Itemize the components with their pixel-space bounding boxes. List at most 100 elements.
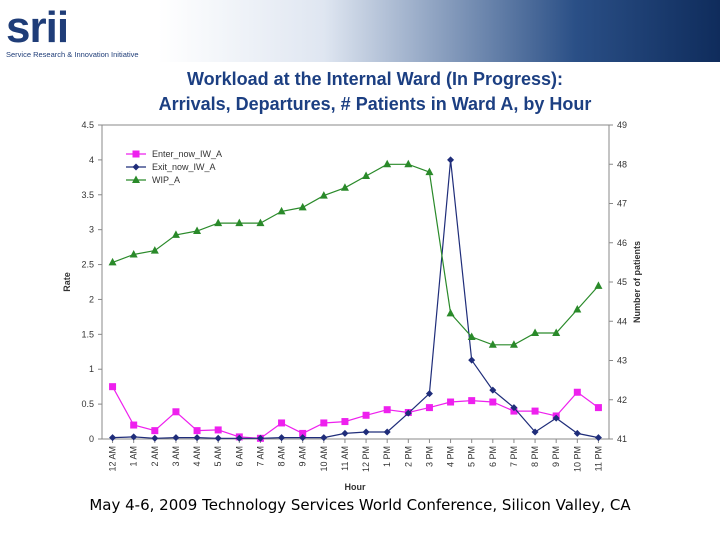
data-point: [383, 428, 391, 436]
data-point: [109, 434, 117, 442]
data-point: [298, 202, 307, 211]
x-tick-label: 12 PM: [361, 446, 371, 472]
data-point: [151, 427, 159, 435]
data-point: [256, 434, 264, 442]
right-axis: 41 42 43 44 45 46 47 48 49: [609, 120, 627, 444]
x-tick-label: 9 PM: [551, 446, 561, 467]
data-point: [468, 356, 476, 364]
data-point: [341, 429, 349, 437]
data-point: [193, 226, 202, 234]
data-point: [594, 404, 602, 412]
data-point: [150, 246, 159, 254]
legend-marker: [132, 175, 140, 183]
y-tick-label: 3: [89, 225, 94, 235]
data-point: [531, 407, 539, 415]
x-tick-label: 4 AM: [192, 446, 202, 467]
data-point: [278, 419, 286, 427]
data-point: [383, 406, 391, 414]
data-point: [573, 388, 581, 396]
data-point: [489, 398, 497, 406]
legend-marker: [132, 150, 140, 158]
x-tick-label: 1 AM: [129, 446, 139, 467]
data-point: [108, 257, 117, 266]
y-tick-label: 0: [89, 434, 94, 444]
x-tick-label: 11 PM: [593, 446, 603, 471]
series-line: [112, 159, 599, 439]
data-point: [109, 383, 117, 391]
x-tick-label: 1 PM: [382, 446, 392, 467]
data-point: [594, 434, 602, 442]
x-tick-label: 7 PM: [509, 446, 519, 467]
data-point: [362, 411, 370, 419]
data-point: [446, 308, 455, 317]
data-point: [488, 340, 497, 348]
y-tick-label: 1: [89, 364, 94, 374]
data-point: [489, 386, 497, 394]
data-point: [594, 281, 603, 289]
header-banner: [0, 0, 720, 62]
x-tick-label: 7 AM: [255, 446, 265, 467]
x-tick-label: 12 AM: [108, 446, 118, 472]
logo-tagline: Service Research & Innovation Initiative: [6, 50, 139, 59]
legend-entry: Enter_now_IW_A: [152, 149, 222, 159]
x-axis: 12 AM 1 AM 2 AM 3 AM 4 AM 5 AM 6 AM 7 AM 8 AM 9 A…: [108, 439, 603, 472]
data-point: [214, 434, 222, 442]
data-point: [531, 428, 539, 436]
data-point: [299, 434, 307, 442]
srii-logo: srii Service Research & Innovation Initi…: [6, 4, 156, 60]
y2-tick-label: 44: [617, 316, 627, 326]
y2-axis-label: Number of patients: [632, 241, 642, 323]
data-point: [510, 404, 518, 412]
data-point: [425, 404, 433, 412]
data-point: [129, 250, 138, 258]
slide-title-line-2: Arrivals, Departures, # Patients in Ward…: [158, 94, 592, 114]
data-point: [235, 218, 244, 227]
data-point: [362, 428, 370, 436]
series-layer: [108, 156, 603, 442]
x-tick-label: 6 AM: [234, 446, 244, 467]
x-tick-label: 5 AM: [213, 446, 223, 467]
logo-mark: srii: [6, 3, 69, 52]
x-tick-label: 2 PM: [403, 446, 413, 467]
x-tick-label: 8 PM: [530, 446, 540, 467]
data-point: [552, 328, 561, 337]
data-point: [299, 429, 307, 437]
data-point: [214, 218, 223, 227]
data-point: [509, 340, 518, 348]
x-axis-label: Hour: [345, 482, 366, 492]
y-tick-label: 1.5: [81, 329, 94, 339]
x-tick-label: 3 AM: [171, 446, 181, 467]
x-tick-label: 2 AM: [150, 446, 160, 467]
slide-title-line-1: Workload at the Internal Ward (In Progre…: [186, 69, 564, 89]
series-Exit_now_IW_A: [109, 156, 602, 442]
y-tick-label: 3.5: [81, 190, 94, 200]
x-tick-label: 10 AM: [319, 446, 329, 472]
y-tick-label: 0.5: [81, 399, 94, 409]
x-tick-label: 6 PM: [488, 446, 498, 467]
data-point: [320, 434, 328, 442]
y2-tick-label: 43: [617, 356, 627, 366]
x-tick-label: 4 PM: [446, 446, 456, 467]
data-point: [468, 397, 476, 405]
workload-chart: 00.511.522.533.544.5 414243444546474849 …: [62, 120, 642, 492]
data-point: [362, 171, 371, 180]
plot-area: [101, 124, 610, 440]
data-point: [467, 332, 476, 340]
data-point: [447, 398, 455, 406]
legend-marker: [132, 163, 140, 171]
data-point: [235, 434, 243, 442]
data-point: [447, 156, 455, 164]
x-tick-label: 10 PM: [572, 446, 582, 472]
x-tick-label: 11 AM: [340, 446, 350, 471]
data-point: [130, 421, 138, 429]
x-tick-label: 8 AM: [277, 446, 287, 467]
data-point: [277, 206, 286, 215]
y2-tick-label: 46: [617, 238, 627, 248]
data-point: [256, 218, 265, 227]
y-tick-label: 2.5: [81, 260, 94, 270]
data-point: [278, 434, 286, 442]
x-tick-label: 3 PM: [424, 446, 434, 467]
x-tick-label: 9 AM: [298, 446, 308, 467]
y2-tick-label: 45: [617, 277, 627, 287]
data-point: [130, 433, 138, 441]
